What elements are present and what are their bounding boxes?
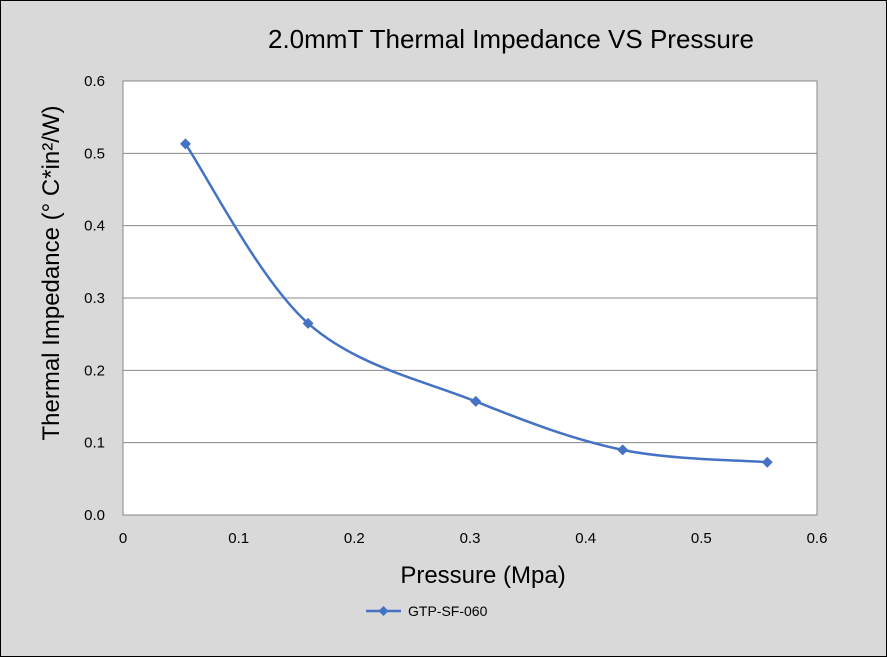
x-tick-labels: 0 0.1 0.2 0.3 0.4 0.5 0.6 [119, 530, 828, 547]
series-line [184, 143, 768, 464]
x-tick-label: 0.1 [228, 530, 249, 547]
legend: GTP-SF-060 [366, 603, 488, 619]
data-point [470, 395, 482, 407]
chart-title: 2.0mmT Thermal Impedance VS Pressure [268, 24, 754, 54]
y-tick-label: 0.3 [84, 290, 105, 307]
x-tick-label: 0.3 [460, 530, 481, 547]
x-tick-label: 0 [119, 530, 127, 547]
y-axis-label: Thermal Impedance (° C*in²/W) [38, 105, 65, 440]
series-group [179, 138, 773, 468]
y-tick-labels: 0.0 0.1 0.2 0.3 0.4 0.5 0.6 [84, 73, 105, 524]
x-tick-label: 0.2 [344, 530, 365, 547]
legend-diamond-icon [378, 606, 389, 616]
x-tick-label: 0.5 [691, 530, 712, 547]
x-tick-label: 0.4 [575, 530, 596, 547]
y-tick-label: 0.2 [84, 362, 105, 379]
x-tick-label: 0.6 [807, 530, 828, 547]
y-tick-label: 0.0 [84, 507, 105, 524]
y-tick-label: 0.4 [84, 218, 105, 235]
data-point [761, 456, 773, 468]
data-point [302, 317, 314, 329]
data-point [179, 138, 191, 150]
x-axis-label: Pressure (Mpa) [400, 562, 565, 589]
gridlines [123, 152, 817, 444]
y-tick-label: 0.5 [84, 145, 105, 162]
y-tick-label: 0.6 [84, 73, 105, 90]
data-point [617, 444, 629, 456]
legend-label: GTP-SF-060 [408, 603, 488, 619]
y-tick-label: 0.1 [84, 435, 105, 452]
